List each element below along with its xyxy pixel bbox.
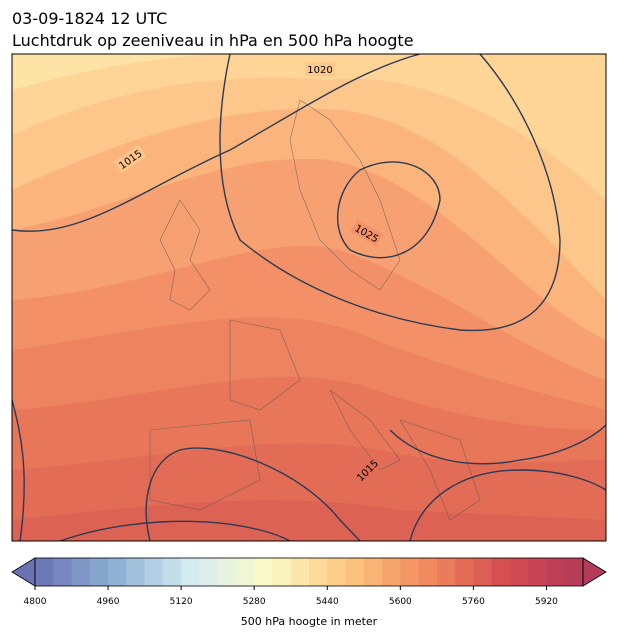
colorbar-bin	[564, 558, 584, 586]
colorbar-bin	[327, 558, 347, 586]
colorbar-bin	[35, 558, 54, 586]
colorbar-bin	[290, 558, 310, 586]
colorbar-bin	[473, 558, 493, 586]
colorbar-tick-label: 5600	[389, 597, 412, 607]
title: 03-09-1824 12 UTC	[12, 9, 167, 28]
colorbar-tick-label: 5120	[170, 597, 193, 607]
colorbar-bin	[436, 558, 456, 586]
colorbar-bin	[235, 558, 255, 586]
colorbar-bin	[144, 558, 164, 586]
colorbar-extend-low	[11, 557, 36, 587]
colorbar-tick-label: 5760	[462, 597, 485, 607]
colorbar-bin	[181, 558, 200, 586]
colorbar-tick-label: 5920	[535, 597, 558, 607]
colorbar-bin	[382, 558, 401, 586]
subtitle: Luchtdruk op zeeniveau in hPa en 500 hPa…	[12, 31, 414, 50]
colorbar-frame	[34, 557, 584, 587]
colorbar-bin	[89, 558, 109, 586]
colorbar-bin	[400, 558, 420, 586]
map-frame	[11, 53, 607, 542]
colorbar-label: 500 hPa hoogte in meter	[241, 615, 378, 628]
colorbar-bin	[528, 558, 547, 586]
colorbar-tick-label: 4800	[24, 597, 47, 607]
colorbar-bin	[126, 558, 146, 586]
colorbar-tick-label: 5440	[316, 597, 339, 607]
colorbar-bin	[254, 558, 273, 586]
colorbar-bin	[309, 558, 328, 586]
colorbar-bin	[491, 558, 511, 586]
colorbar-extend-high	[582, 557, 607, 587]
colorbar-bin	[455, 558, 474, 586]
colorbar-tick-label: 5280	[243, 597, 266, 607]
map: 1020 1015 1025 1015	[12, 54, 606, 541]
colorbar-bin	[509, 558, 529, 586]
colorbar-bin	[199, 558, 219, 586]
colorbar-bin	[546, 558, 566, 586]
colorbar-bin	[217, 558, 237, 586]
colorbar-bin	[53, 558, 73, 586]
colorbar: 4800 4960 5120 5280 5440 5600 5760 5920	[11, 557, 607, 607]
colorbar-bin	[71, 558, 91, 586]
colorbar-bin	[108, 558, 127, 586]
colorbar-bin	[345, 558, 365, 586]
colorbar-bin	[272, 558, 292, 586]
colorbar-tick-label: 4960	[97, 597, 120, 607]
colorbar-bin	[363, 558, 383, 586]
contour-label: 1020	[307, 65, 332, 76]
colorbar-bin	[418, 558, 438, 586]
colorbar-bin	[162, 558, 182, 586]
